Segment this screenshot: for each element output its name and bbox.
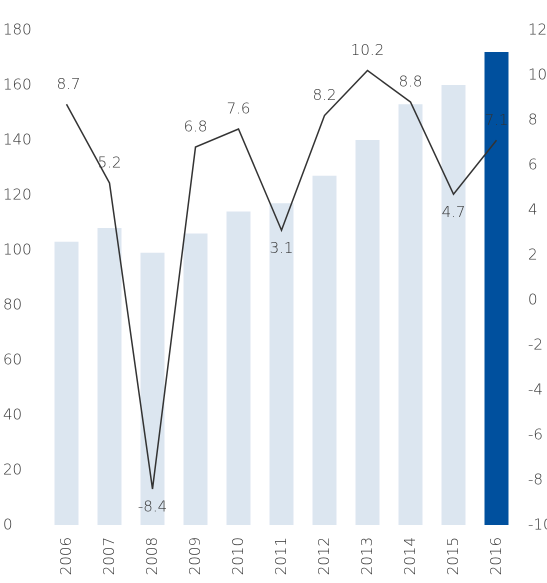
x-tick-label: 2014 — [401, 537, 419, 575]
y-tick-label: 140 — [3, 131, 32, 149]
bar — [226, 211, 251, 525]
y2-tick-label: -8 — [528, 471, 543, 489]
y2-tick-label: -6 — [528, 426, 543, 444]
x-tick-label: 2012 — [315, 537, 333, 575]
y-tick-label: 20 — [3, 461, 22, 479]
x-tick-label: 2008 — [143, 537, 161, 575]
data-label: 3.1 — [270, 239, 294, 257]
y-tick-label: 120 — [3, 186, 32, 204]
x-tick-label: 2013 — [358, 537, 376, 575]
y-tick-label: 80 — [3, 296, 22, 314]
data-label: 8.7 — [57, 75, 81, 93]
x-tick-label: 2006 — [57, 537, 75, 575]
data-label: 7.6 — [227, 100, 251, 118]
data-label: 8.2 — [313, 86, 337, 104]
y2-tick-label: 2 — [528, 246, 538, 264]
data-label: 6.8 — [184, 118, 208, 136]
y2-tick-label: 8 — [528, 111, 538, 129]
y2-tick-label: -10 — [528, 516, 547, 534]
x-tick-label: 2010 — [229, 537, 247, 575]
bar — [140, 252, 165, 525]
bar — [312, 175, 337, 525]
bar — [484, 52, 509, 525]
data-label: 7.1 — [485, 111, 509, 129]
bar — [54, 241, 79, 525]
y-tick-label: 160 — [3, 76, 32, 94]
y2-tick-label: 12 — [528, 21, 547, 39]
x-tick-label: 2015 — [444, 537, 462, 575]
y-tick-label: 40 — [3, 406, 22, 424]
y2-tick-label: 0 — [528, 291, 538, 309]
data-label: 5.2 — [98, 154, 122, 172]
x-tick-label: 2016 — [487, 537, 505, 575]
y2-tick-label: -4 — [528, 381, 543, 399]
y2-tick-label: -2 — [528, 336, 543, 354]
line — [65, 69, 498, 490]
y-tick-label: 100 — [3, 241, 32, 259]
y-tick-label: 60 — [3, 351, 22, 369]
data-label: 8.8 — [399, 73, 423, 91]
bar — [183, 233, 208, 525]
bar — [441, 85, 466, 525]
y2-tick-label: 4 — [528, 201, 538, 219]
data-label: -8.4 — [138, 498, 167, 516]
data-label: 4.7 — [442, 203, 466, 221]
x-tick-label: 2009 — [186, 537, 204, 575]
y-tick-label: 0 — [3, 516, 13, 534]
x-tick-label: 2007 — [100, 537, 118, 575]
y2-tick-label: 6 — [528, 156, 538, 174]
y2-tick-label: 10 — [528, 66, 547, 84]
bar — [97, 228, 122, 525]
data-label: 10.2 — [351, 41, 384, 59]
bar — [269, 203, 294, 525]
bar — [355, 140, 380, 525]
bar — [398, 104, 423, 525]
x-tick-label: 2011 — [272, 537, 290, 575]
y-tick-label: 180 — [3, 21, 32, 39]
